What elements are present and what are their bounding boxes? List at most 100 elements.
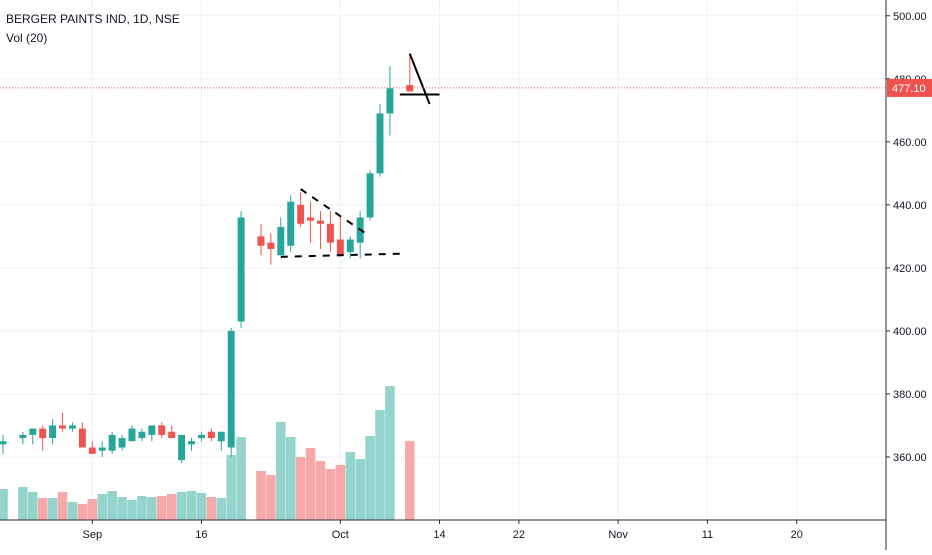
- candle-body: [0, 441, 7, 445]
- candle[interactable]: [49, 419, 57, 445]
- volume-bar: [127, 500, 137, 520]
- price-tick-label: 500.00: [893, 11, 927, 23]
- volume-bar: [335, 465, 346, 520]
- candle-body: [227, 330, 235, 448]
- candle-body: [257, 236, 265, 246]
- volume-bar: [37, 498, 48, 520]
- candle[interactable]: [346, 236, 354, 259]
- candle[interactable]: [29, 428, 37, 445]
- candle[interactable]: [227, 327, 235, 457]
- candle[interactable]: [297, 192, 305, 227]
- candle[interactable]: [78, 422, 86, 448]
- trend-line-dashed[interactable]: [300, 188, 371, 238]
- candle[interactable]: [178, 434, 186, 464]
- candle-body: [98, 447, 106, 451]
- candle[interactable]: [366, 170, 374, 221]
- volume-bar: [156, 496, 167, 520]
- volume-bar: [67, 502, 78, 520]
- candle[interactable]: [317, 211, 324, 249]
- candle-body: [197, 434, 205, 439]
- candle[interactable]: [168, 425, 176, 439]
- candle-body: [88, 447, 96, 454]
- candle-body: [326, 223, 334, 243]
- candle-body: [168, 431, 176, 439]
- volume-bar: [256, 471, 266, 520]
- legend: BERGER PAINTS IND, 1D, NSE Vol (20): [6, 10, 180, 48]
- candle[interactable]: [257, 223, 265, 256]
- volume-bar: [325, 469, 336, 520]
- volume-bar: [206, 497, 217, 520]
- grid: [0, 0, 886, 520]
- candle[interactable]: [39, 425, 47, 451]
- time-tick-label: 16: [195, 529, 207, 541]
- candle[interactable]: [197, 431, 205, 442]
- candle[interactable]: [406, 53, 414, 92]
- candle[interactable]: [128, 425, 136, 442]
- volume-bar: [28, 492, 38, 520]
- candle-body: [386, 88, 394, 114]
- volume-bar: [276, 422, 286, 520]
- price-tick-label: 400.00: [893, 326, 927, 338]
- volume-bar: [18, 487, 28, 520]
- candle[interactable]: [386, 66, 394, 136]
- candle[interactable]: [336, 217, 344, 256]
- drawings[interactable]: [280, 53, 440, 258]
- candle[interactable]: [0, 434, 7, 454]
- volume-bar: [266, 475, 276, 520]
- candle[interactable]: [88, 441, 96, 454]
- volume-bar: [385, 386, 395, 520]
- candle-body: [346, 239, 354, 253]
- candle[interactable]: [237, 211, 245, 328]
- candle[interactable]: [108, 431, 116, 454]
- candle[interactable]: [207, 428, 215, 442]
- volume-bar: [166, 494, 177, 520]
- volume-bar: [107, 491, 117, 520]
- candle[interactable]: [19, 431, 27, 445]
- volume-bar: [137, 496, 147, 520]
- candle-body: [267, 242, 275, 249]
- volume-indicator-label[interactable]: Vol (20): [6, 31, 48, 45]
- symbol-title[interactable]: BERGER PAINTS IND, 1D, NSE: [6, 12, 180, 26]
- candle[interactable]: [68, 422, 76, 432]
- volume-bar: [315, 461, 326, 520]
- candle-body: [376, 113, 384, 174]
- volume-bar: [196, 493, 207, 520]
- candle[interactable]: [217, 431, 225, 451]
- candle[interactable]: [188, 438, 195, 451]
- candle[interactable]: [138, 428, 146, 442]
- candle-body: [19, 434, 27, 439]
- volume-bar: [176, 492, 187, 520]
- candle[interactable]: [376, 104, 384, 177]
- volume-bar: [365, 436, 375, 520]
- candle-body: [39, 428, 47, 439]
- volume-bar: [236, 437, 246, 520]
- candle[interactable]: [356, 211, 364, 259]
- volume-bar: [57, 492, 68, 520]
- volume-bar: [77, 504, 88, 520]
- candle[interactable]: [118, 434, 126, 451]
- price-tick-label: 360.00: [893, 452, 927, 464]
- candle[interactable]: [307, 201, 315, 243]
- trend-line[interactable]: [408, 53, 431, 105]
- volume-bar: [117, 497, 127, 520]
- candle-body: [307, 217, 315, 221]
- volume-bar: [305, 448, 316, 520]
- volume-bar: [405, 441, 415, 520]
- candle[interactable]: [59, 412, 67, 432]
- trend-line-dashed[interactable]: [280, 252, 400, 258]
- candle[interactable]: [326, 211, 334, 253]
- last-price-badge-bg: [887, 78, 932, 97]
- candle-body: [29, 428, 37, 435]
- candle-body: [138, 431, 146, 439]
- candle-body: [336, 239, 344, 256]
- candle[interactable]: [158, 422, 166, 439]
- candle[interactable]: [98, 441, 106, 457]
- candle[interactable]: [277, 217, 285, 256]
- candle-body: [158, 425, 166, 435]
- candle[interactable]: [148, 425, 156, 442]
- candle[interactable]: [287, 195, 295, 253]
- candle[interactable]: [267, 233, 275, 265]
